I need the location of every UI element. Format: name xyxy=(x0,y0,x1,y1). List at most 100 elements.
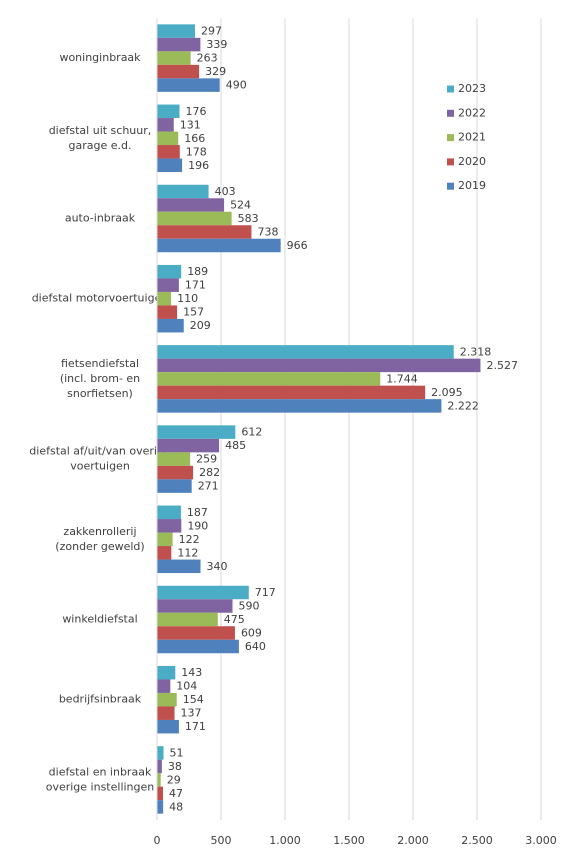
value-label: 122 xyxy=(179,533,200,546)
bar xyxy=(157,800,164,814)
bar xyxy=(157,639,239,654)
category-label: winkeldiefstal xyxy=(62,613,137,626)
bar xyxy=(157,158,183,173)
x-tick-label: 2.500 xyxy=(461,834,493,847)
bar xyxy=(157,559,201,574)
value-label: 475 xyxy=(224,613,245,626)
value-label: 640 xyxy=(245,640,266,653)
value-label: 112 xyxy=(177,546,198,559)
value-label: 47 xyxy=(169,787,183,800)
category-label: overige instellingen xyxy=(46,780,155,793)
bar xyxy=(157,479,192,493)
value-label: 966 xyxy=(287,239,308,252)
bar xyxy=(157,585,249,600)
value-label: 717 xyxy=(255,586,276,599)
value-label: 48 xyxy=(169,800,183,813)
bar xyxy=(157,37,201,52)
value-label: 403 xyxy=(215,185,236,198)
value-label: 189 xyxy=(187,265,208,278)
legend-label: 2021 xyxy=(458,131,486,144)
x-tick-label: 3.000 xyxy=(525,834,557,847)
category-label: garage e.d. xyxy=(69,139,132,152)
value-label: 110 xyxy=(177,292,198,305)
bar xyxy=(157,345,454,359)
legend-marker xyxy=(447,85,454,93)
value-label: 2.222 xyxy=(447,399,479,412)
bar xyxy=(157,131,179,146)
bar xyxy=(157,438,220,453)
value-label: 1.744 xyxy=(386,372,418,385)
value-label: 297 xyxy=(201,25,222,38)
legend-label: 2022 xyxy=(458,106,486,119)
bar xyxy=(157,51,191,65)
value-label: 187 xyxy=(187,506,208,519)
value-label: 590 xyxy=(239,600,260,613)
category-label: bedrijfsinbraak xyxy=(59,693,142,706)
value-label: 524 xyxy=(230,199,251,212)
value-label: 190 xyxy=(187,519,208,532)
bar xyxy=(157,184,209,199)
bar xyxy=(157,305,178,319)
legend-label: 2023 xyxy=(458,82,486,95)
value-label: 131 xyxy=(180,118,201,131)
bar xyxy=(157,291,172,306)
bar xyxy=(157,78,220,92)
category-label: (zonder geweld) xyxy=(55,540,144,553)
bar xyxy=(157,104,180,119)
legend-marker xyxy=(447,109,454,117)
value-label: 154 xyxy=(183,693,204,706)
value-label: 209 xyxy=(190,319,211,332)
bar xyxy=(157,225,252,239)
category-label: diefstal uit schuur, xyxy=(49,124,152,137)
bar xyxy=(157,599,233,613)
bar xyxy=(157,773,161,787)
value-label: 738 xyxy=(257,226,278,239)
bar xyxy=(157,679,171,693)
category-label: diefstal en inbraak xyxy=(49,765,152,778)
value-label: 485 xyxy=(225,439,246,452)
bar xyxy=(157,452,191,466)
bar xyxy=(157,278,179,292)
bar xyxy=(157,746,164,760)
category-label: diefstal motorvoertuigen xyxy=(32,292,169,305)
value-label: 609 xyxy=(241,627,262,640)
category-label: zakkenrollerij xyxy=(63,525,136,538)
bar xyxy=(157,532,173,547)
bar xyxy=(157,719,179,734)
bar xyxy=(157,211,232,226)
bar xyxy=(157,385,426,400)
bar xyxy=(157,626,235,640)
bar xyxy=(157,198,225,212)
bar xyxy=(157,238,281,253)
bar xyxy=(157,505,181,520)
value-label: 143 xyxy=(181,666,202,679)
legend-marker xyxy=(447,182,454,190)
value-label: 339 xyxy=(206,38,227,51)
bar xyxy=(157,264,182,279)
value-label: 271 xyxy=(198,480,219,493)
value-label: 259 xyxy=(196,453,217,466)
value-label: 612 xyxy=(241,426,262,439)
category-label: snorfietsen) xyxy=(67,387,133,400)
bar xyxy=(157,318,184,333)
category-label: (incl. brom- en xyxy=(60,372,140,385)
category-label: fietsendiefstal xyxy=(61,357,139,370)
bar xyxy=(157,519,182,533)
bar xyxy=(157,706,175,720)
category-label: woninginbraak xyxy=(59,51,141,64)
bar xyxy=(157,358,481,373)
value-label: 490 xyxy=(226,79,247,92)
category-label: diefstal af/uit/van overige xyxy=(29,445,171,458)
bar xyxy=(157,24,196,38)
x-tick-label: 1.000 xyxy=(269,834,301,847)
bar xyxy=(157,612,218,627)
value-label: 104 xyxy=(176,680,197,693)
bar xyxy=(157,465,194,480)
legend-label: 2020 xyxy=(458,155,486,168)
value-label: 157 xyxy=(183,306,204,319)
value-label: 340 xyxy=(207,560,228,573)
value-label: 137 xyxy=(181,707,202,720)
bar xyxy=(157,665,176,680)
bar xyxy=(157,759,162,774)
